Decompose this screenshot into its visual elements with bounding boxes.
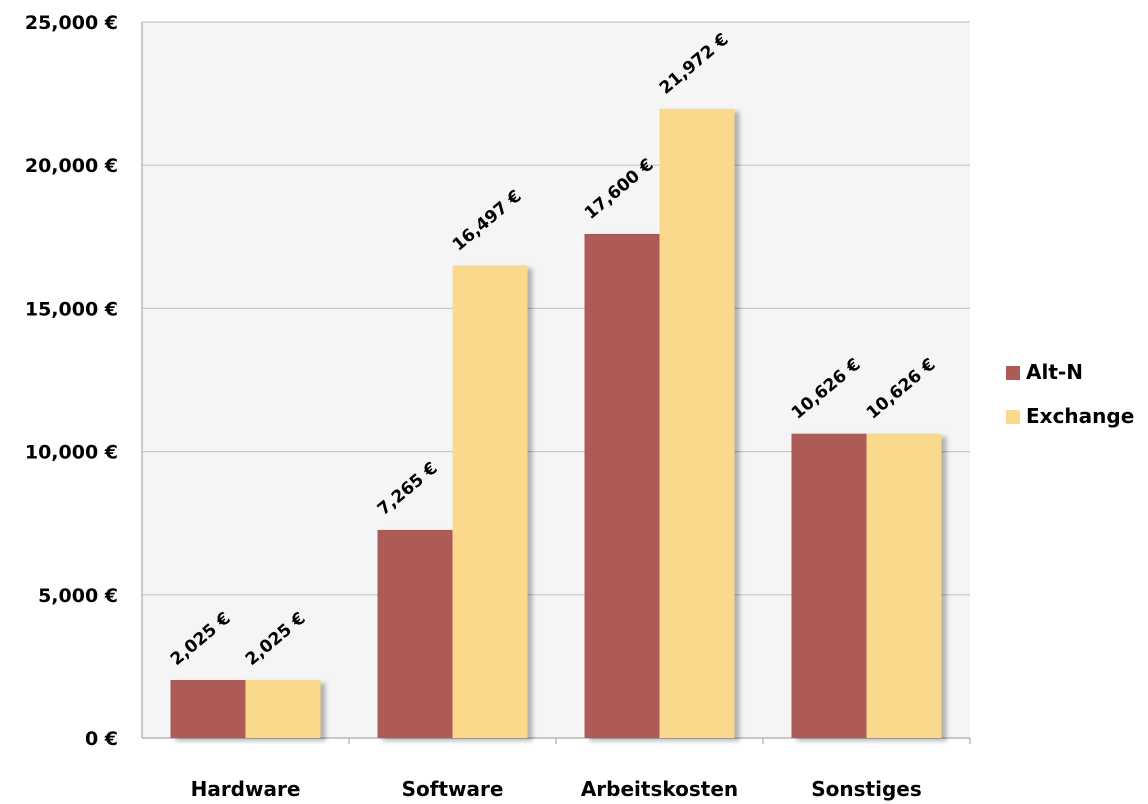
bar-alt-n <box>170 680 246 738</box>
y-axis: 0 € 5,000 € 10,000 € 15,000 € 20,000 € 25,000… <box>25 12 143 750</box>
bar-exchange <box>659 108 735 738</box>
bar-alt-n <box>377 529 453 738</box>
x-axis: Hardware Software Arbeitskosten Sonstiges <box>142 737 971 801</box>
bar-exchange <box>452 265 528 738</box>
legend-label: Alt-N <box>1026 360 1083 384</box>
y-tick-label: 5,000 € <box>38 585 118 607</box>
y-tick-label: 0 € <box>85 728 118 750</box>
legend: Alt-N Exchange <box>1006 360 1134 428</box>
bar-exchange <box>866 433 942 738</box>
y-tick-label: 20,000 € <box>25 155 118 177</box>
legend-label: Exchange <box>1026 404 1134 428</box>
x-tick-label: Sonstiges <box>811 777 922 801</box>
y-tick-label: 10,000 € <box>25 442 118 464</box>
x-tick-label: Hardware <box>191 777 301 801</box>
legend-swatch <box>1006 410 1020 424</box>
bar-exchange <box>245 680 321 738</box>
y-tick-label: 15,000 € <box>25 298 118 320</box>
y-tick-label: 25,000 € <box>25 12 118 34</box>
x-tick-label: Software <box>402 777 504 801</box>
x-tick-label: Arbeitskosten <box>581 777 738 801</box>
legend-swatch <box>1006 366 1020 380</box>
bar-alt-n <box>791 433 867 738</box>
bar-alt-n <box>584 233 660 738</box>
bars <box>170 108 942 738</box>
